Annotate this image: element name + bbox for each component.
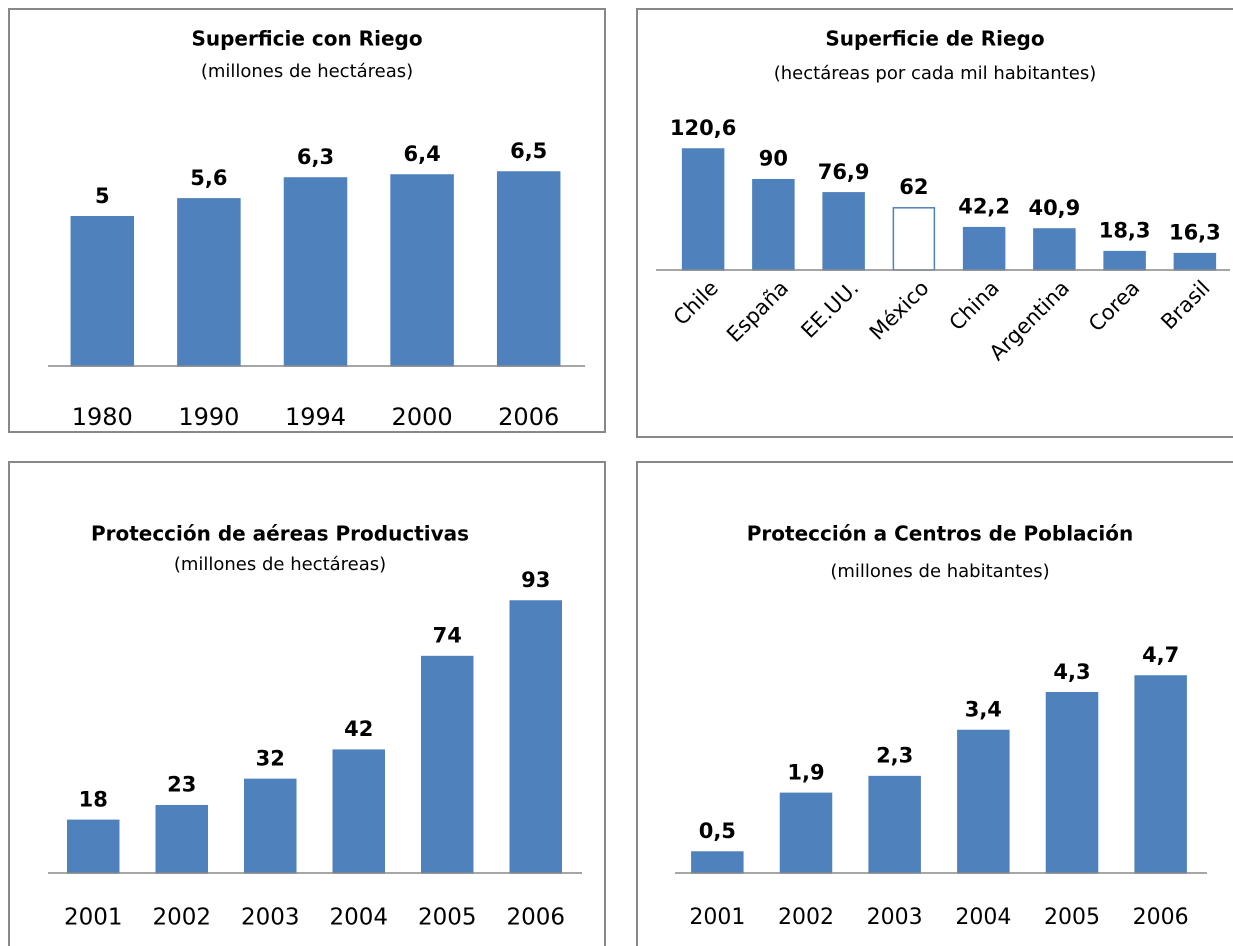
bar <box>177 198 241 367</box>
x-tick-label: China <box>945 276 1004 335</box>
x-tick-label: 2006 <box>506 905 565 931</box>
x-tick-label: España <box>722 276 793 347</box>
bar <box>957 729 1010 874</box>
data-label: 4,3 <box>1053 660 1090 684</box>
data-label: 6,3 <box>297 145 334 169</box>
data-label: 90 <box>759 147 788 171</box>
x-tick-label: 2002 <box>152 905 211 931</box>
chart-subtitle: (millones de hectáreas) <box>201 61 413 82</box>
x-tick-label: 2004 <box>329 905 388 931</box>
bar <box>752 178 795 271</box>
bar <box>1045 692 1099 874</box>
bar <box>1173 252 1217 271</box>
x-tick-label: 1994 <box>285 403 346 431</box>
panel <box>636 461 1233 946</box>
data-label: 6,5 <box>510 139 547 163</box>
data-label: 23 <box>167 773 196 797</box>
x-tick-label: 2005 <box>1044 905 1100 930</box>
x-tick-label: 2001 <box>689 905 745 930</box>
data-label: 74 <box>433 624 462 648</box>
chart-subtitle: (hectáreas por cada mil habitantes) <box>774 63 1097 84</box>
data-label: 62 <box>899 175 928 199</box>
bar <box>1134 675 1187 874</box>
bar <box>691 851 744 874</box>
x-tick-label: 2001 <box>64 905 123 931</box>
bar <box>332 749 385 874</box>
bar <box>868 775 921 874</box>
data-label: 40,9 <box>1028 196 1080 220</box>
x-tick-label: 2006 <box>1133 905 1189 930</box>
bar <box>1033 228 1076 271</box>
data-label: 4,7 <box>1142 643 1179 667</box>
bar <box>962 226 1006 271</box>
panel <box>8 8 606 433</box>
bar <box>496 171 561 367</box>
data-label: 76,9 <box>818 160 870 184</box>
data-label: 42,2 <box>958 195 1010 219</box>
data-label: 42 <box>344 717 373 741</box>
data-label: 120,6 <box>670 116 736 140</box>
data-label: 5,6 <box>190 166 227 190</box>
data-label: 16,3 <box>1169 221 1221 245</box>
bar <box>421 655 474 874</box>
chart-title: Protección a Centros de Población <box>747 522 1133 546</box>
chart-title: Superficie de Riego <box>825 27 1044 51</box>
bar <box>70 216 135 367</box>
chart-subtitle: (millones de hectáreas) <box>174 554 386 575</box>
x-tick-label: EE.UU. <box>796 276 863 343</box>
data-label: 1,9 <box>787 760 824 784</box>
bar <box>681 148 725 271</box>
x-tick-label: 2005 <box>418 905 477 931</box>
data-label: 0,5 <box>699 819 736 843</box>
x-tick-label: 2003 <box>241 905 300 931</box>
panel <box>636 8 1233 438</box>
x-tick-label: México <box>865 276 934 345</box>
data-label: 93 <box>521 568 550 592</box>
bar <box>67 819 120 874</box>
chart-title: Superficie con Riego <box>191 27 422 51</box>
x-tick-label: 2002 <box>778 905 834 930</box>
bar <box>509 600 562 874</box>
x-tick-label: Corea <box>1084 276 1144 336</box>
panel <box>8 461 606 946</box>
data-label: 18 <box>79 787 108 811</box>
data-label: 32 <box>256 746 285 770</box>
data-label: 2,3 <box>876 744 913 768</box>
bar <box>283 177 348 367</box>
bar <box>1103 250 1146 271</box>
x-tick-label: 2000 <box>392 403 453 431</box>
chart-title: Protección de aéreas Productivas <box>91 522 469 546</box>
bar <box>244 778 297 874</box>
chart-subtitle: (millones de habitantes) <box>830 561 1049 582</box>
x-tick-label: 2004 <box>955 905 1011 930</box>
x-tick-label: Chile <box>669 276 723 330</box>
data-label: 18,3 <box>1099 219 1151 243</box>
data-label: 5 <box>95 184 110 208</box>
bar <box>892 207 936 271</box>
data-label: 3,4 <box>965 697 1002 721</box>
bar <box>155 804 208 874</box>
bar <box>779 792 833 874</box>
x-tick-label: 1990 <box>178 403 239 431</box>
x-tick-label: 1980 <box>72 403 133 431</box>
x-tick-label: 2006 <box>498 403 559 431</box>
x-tick-label: 2003 <box>867 905 923 930</box>
bar <box>390 174 454 367</box>
x-tick-label: Brasil <box>1156 276 1214 334</box>
data-label: 6,4 <box>403 142 440 166</box>
bar <box>822 192 865 271</box>
